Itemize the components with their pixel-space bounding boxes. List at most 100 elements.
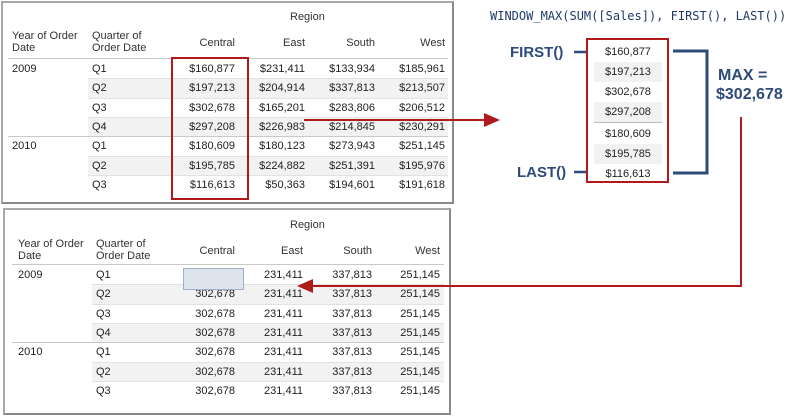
value-cell: $194,601 xyxy=(329,178,375,191)
value-cell: $180,123 xyxy=(259,140,305,153)
value-cell: $191,618 xyxy=(399,178,445,191)
quarter-cell: Q2 xyxy=(92,82,107,95)
column-header-central: Central xyxy=(199,37,235,49)
row-divider xyxy=(92,380,444,382)
quarter-cell: Q1 xyxy=(92,63,107,75)
value-cell: 337,813 xyxy=(332,269,372,281)
value-cell: 302,678 xyxy=(195,326,235,339)
value-cell: $160,877 xyxy=(189,63,235,75)
value-cell: $180,609 xyxy=(189,140,235,153)
value-cell: 231,411 xyxy=(264,288,303,301)
selected-cell[interactable] xyxy=(183,268,244,290)
formula-text: WINDOW_MAX(SUM([Sales]), FIRST(), LAST()… xyxy=(490,9,787,23)
value-cell: $165,201 xyxy=(259,101,305,114)
row-divider xyxy=(88,97,448,99)
quarter-cell: Q1 xyxy=(96,269,111,281)
year-header: Year of Order xyxy=(18,238,84,250)
value-cell: $251,145 xyxy=(399,140,445,153)
row-divider xyxy=(88,174,448,176)
column-header-west: West xyxy=(415,245,440,257)
value-cell: 251,145 xyxy=(400,288,440,301)
column-header-east: East xyxy=(282,37,305,49)
year-cell: 2010 xyxy=(12,140,37,153)
value-cell: 231,411 xyxy=(264,326,303,339)
row-divider xyxy=(88,116,448,118)
max-label-line2: $302,678 xyxy=(716,86,783,103)
quarter-cell: Q1 xyxy=(92,140,107,153)
column-header-east: East xyxy=(280,245,303,257)
year-cell: 2009 xyxy=(18,269,43,281)
value-cell: $206,512 xyxy=(399,101,445,114)
value-cell: 302,678 xyxy=(195,365,235,378)
value-cell: $214,845 xyxy=(329,120,375,133)
quarter-cell: Q2 xyxy=(92,159,107,172)
year-cell: 2009 xyxy=(12,63,37,75)
value-cell: 251,145 xyxy=(400,365,440,378)
region-header: Region xyxy=(290,219,325,231)
group-divider xyxy=(8,136,448,138)
quarter-cell: Q2 xyxy=(96,365,111,378)
value-cell: 251,145 xyxy=(400,346,440,359)
value-cell: $251,391 xyxy=(329,159,375,172)
column-header-central: Central xyxy=(199,245,235,257)
quarter-cell: Q3 xyxy=(92,178,107,191)
value-cell: 231,411 xyxy=(264,307,303,320)
column-header-west: West xyxy=(420,37,445,49)
value-cell: $224,882 xyxy=(259,159,305,172)
row-divider xyxy=(92,284,444,286)
value-cell: 337,813 xyxy=(332,307,372,320)
group-divider xyxy=(12,342,444,344)
quarter-header-line2: Order Date xyxy=(96,250,151,262)
quarter-header: Quarter of xyxy=(96,238,146,250)
central-list-highlight xyxy=(586,38,669,183)
max-label-line1: MAX = xyxy=(718,67,768,84)
value-cell: $302,678 xyxy=(189,101,235,114)
quarter-cell: Q3 xyxy=(92,101,107,114)
column-header-south: South xyxy=(343,245,372,257)
column-header-south: South xyxy=(346,37,375,49)
value-cell: $185,961 xyxy=(399,63,445,75)
value-cell: 251,145 xyxy=(400,307,440,320)
central-column-highlight xyxy=(171,57,249,200)
value-cell: 337,813 xyxy=(332,384,372,397)
max-bracket xyxy=(673,49,709,175)
value-cell: $204,914 xyxy=(259,82,305,95)
row-divider xyxy=(92,303,444,305)
list-stripe xyxy=(594,62,662,82)
value-cell: 302,678 xyxy=(195,288,235,301)
value-cell: $133,934 xyxy=(329,63,375,75)
row-divider xyxy=(92,361,444,363)
region-header: Region xyxy=(290,11,325,23)
quarter-header-line2: Order Date xyxy=(92,42,147,54)
year-header-line2: Date xyxy=(18,250,42,262)
value-cell: $197,213 xyxy=(189,82,235,95)
value-cell: 337,813 xyxy=(332,288,372,301)
quarter-cell: Q1 xyxy=(96,346,111,359)
value-cell: $273,943 xyxy=(329,140,375,153)
year-header: Year of Order xyxy=(12,30,78,42)
value-cell: $230,291 xyxy=(399,120,445,133)
value-cell: 337,813 xyxy=(332,326,372,339)
value-cell: $50,363 xyxy=(265,178,305,191)
value-cell: $116,613 xyxy=(189,178,235,191)
value-cell: 231,411 xyxy=(264,346,303,359)
first-label: FIRST() xyxy=(510,44,564,61)
value-cell: 251,145 xyxy=(400,326,440,339)
quarter-cell: Q4 xyxy=(92,120,107,133)
value-cell: 302,678 xyxy=(195,384,235,397)
value-cell: $283,806 xyxy=(329,101,375,114)
row-stripe xyxy=(92,362,444,382)
row-stripe xyxy=(88,79,448,99)
value-cell: $195,976 xyxy=(399,159,445,172)
value-cell: 251,145 xyxy=(400,269,440,281)
value-cell: 231,411 xyxy=(264,365,303,378)
row-divider xyxy=(88,155,448,157)
value-cell: $226,983 xyxy=(259,120,305,133)
value-cell: 302,678 xyxy=(195,346,235,359)
last-label: LAST() xyxy=(517,164,567,181)
value-cell: 337,813 xyxy=(332,346,372,359)
value-cell: $337,813 xyxy=(329,82,375,95)
list-value: $160,877 xyxy=(605,46,651,58)
quarter-cell: Q3 xyxy=(96,384,111,397)
year-cell: 2010 xyxy=(18,346,43,359)
